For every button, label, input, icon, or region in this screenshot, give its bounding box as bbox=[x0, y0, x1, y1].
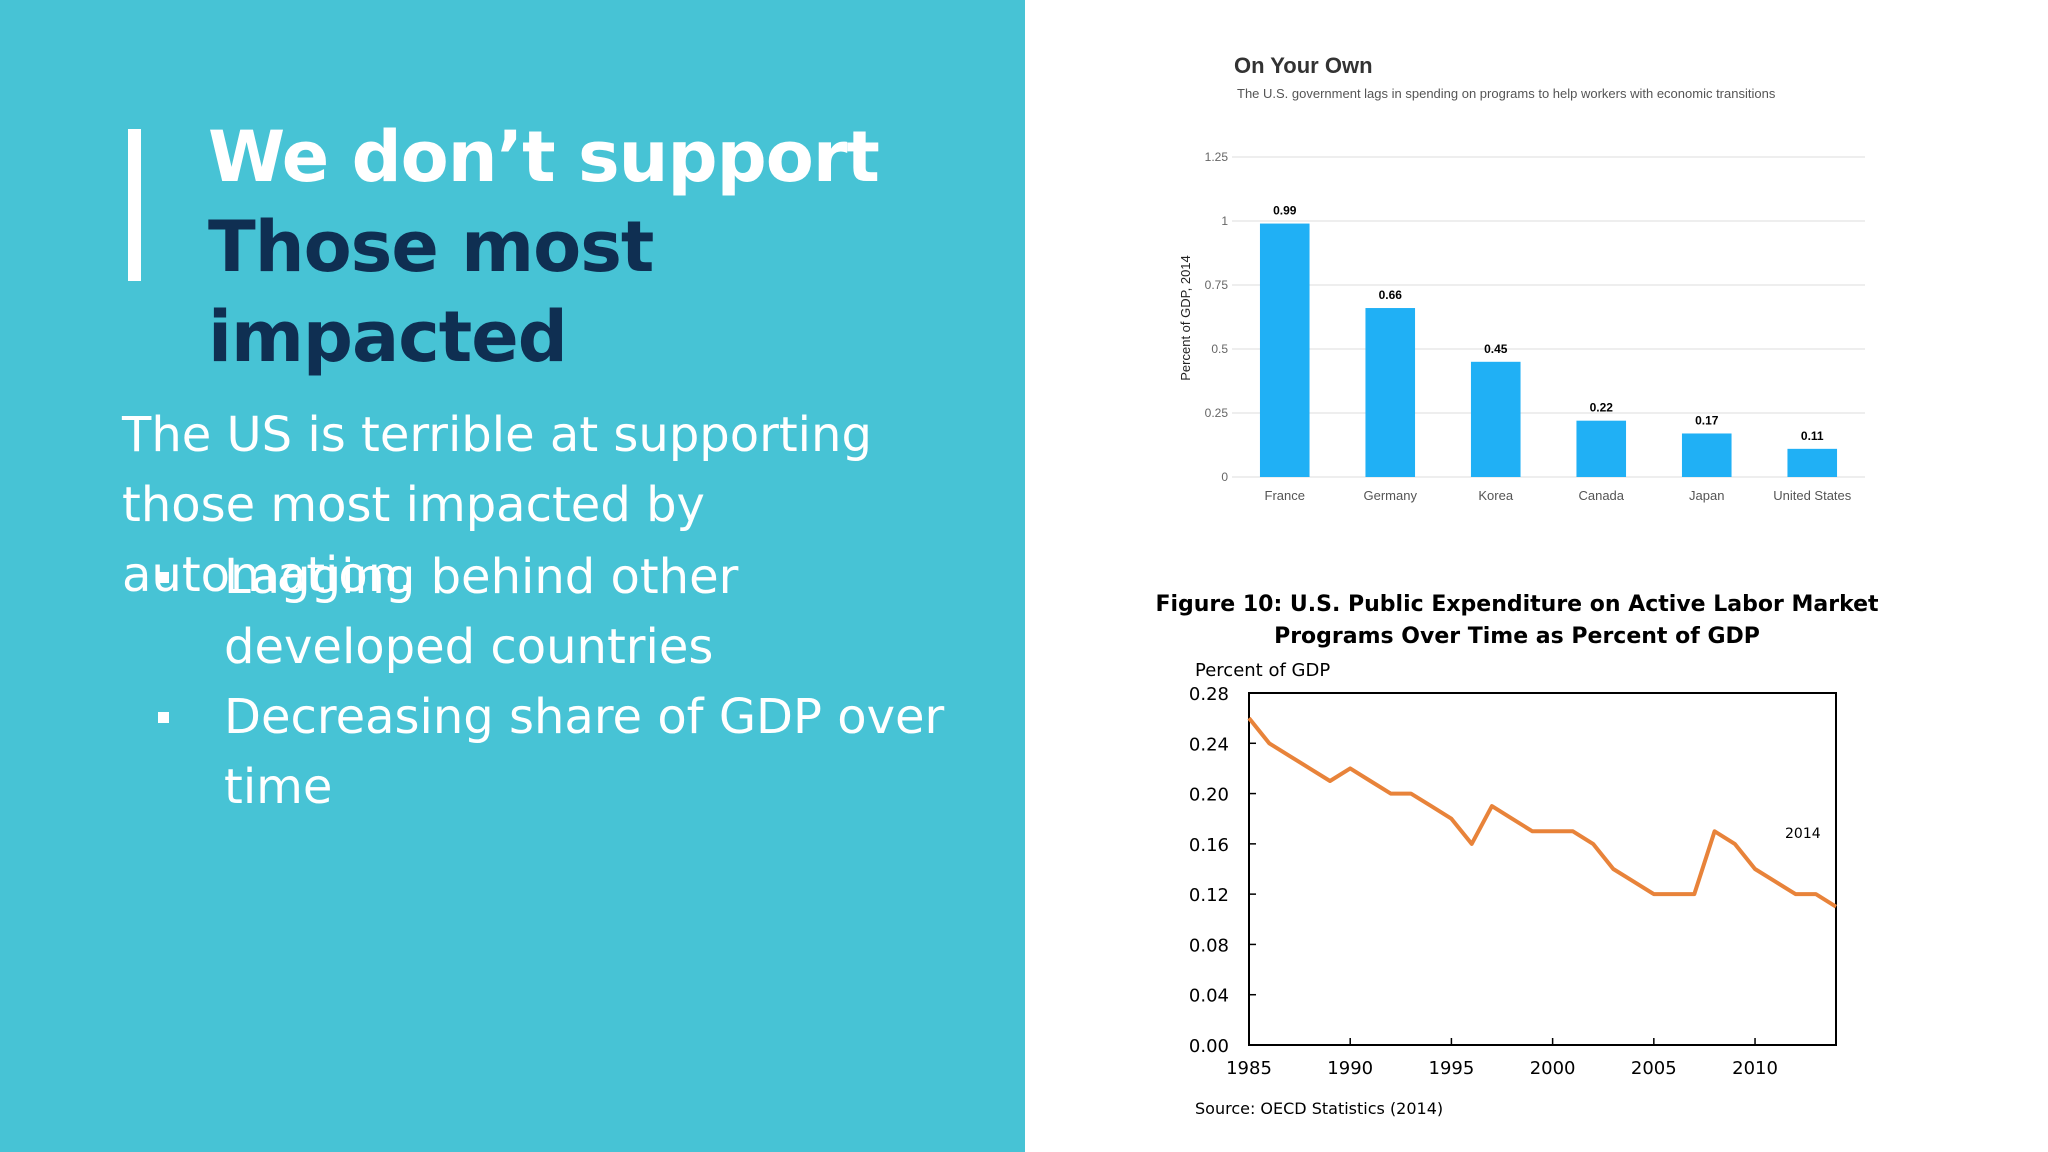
bullet-marker bbox=[158, 572, 169, 583]
bar-chart-data-label: 0.22 bbox=[1590, 401, 1614, 415]
line-chart-source: Source: OECD Statistics (2014) bbox=[1195, 1099, 1443, 1118]
line-chart-x-tick-label: 2010 bbox=[1732, 1058, 1778, 1079]
line-chart-x-ticks: 1985 1990 1995 2000 2005 2010 bbox=[1226, 1038, 1778, 1079]
line-chart-title-line-1: Figure 10: U.S. Public Expenditure on Ac… bbox=[1155, 592, 1879, 617]
line-chart-y-axis-label: Percent of GDP bbox=[1195, 660, 1330, 681]
line-chart-plot-frame bbox=[1248, 692, 1837, 1046]
bar-chart-y-tick-label: 1 bbox=[1221, 214, 1228, 228]
bar-chart-x-tick-label: Japan bbox=[1689, 488, 1724, 503]
line-chart-y-tick-label: 0.28 bbox=[1189, 684, 1229, 705]
bullet-text: Decreasing share of GDP over time bbox=[224, 689, 945, 815]
bar-chart: On Your Own The U.S. government lags in … bbox=[1178, 53, 1865, 503]
bar-chart-bar bbox=[1681, 433, 1732, 477]
bar-chart-title: On Your Own bbox=[1234, 53, 1373, 78]
bar-chart-bar bbox=[1576, 420, 1627, 477]
bar-chart-x-tick-label: United States bbox=[1773, 488, 1852, 503]
bar-chart-data-label: 0.99 bbox=[1273, 204, 1297, 218]
line-chart-x-tick-label: 2000 bbox=[1530, 1058, 1576, 1079]
slide-title: We don’t support Those most impacted bbox=[208, 112, 1025, 382]
bullet-item: Decreasing share of GDP over time bbox=[122, 682, 1002, 822]
line-chart-title-line-2: Programs Over Time as Percent of GDP bbox=[1274, 624, 1760, 649]
body-text: The US is terrible at supporting those m… bbox=[122, 407, 872, 603]
text-panel: We don’t support Those most impacted The… bbox=[0, 0, 1025, 1152]
line-chart-x-tick-label: 1990 bbox=[1327, 1058, 1373, 1079]
line-chart-y-tick-label: 0.08 bbox=[1189, 935, 1229, 956]
bar-chart-bar bbox=[1470, 361, 1521, 477]
line-chart-y-tick-label: 0.04 bbox=[1189, 986, 1229, 1007]
line-chart-annotation: 2014 bbox=[1785, 826, 1821, 842]
line-chart-y-tick-label: 0.24 bbox=[1189, 734, 1229, 755]
bar-chart-x-ticks: France Germany Korea Canada Japan United Stat… bbox=[1265, 488, 1852, 503]
line-chart-y-tick-label: 0.00 bbox=[1189, 1036, 1229, 1057]
bar-chart-y-axis-label: Percent of GDP, 2014 bbox=[1178, 255, 1193, 381]
bar-chart-x-tick-label: Canada bbox=[1578, 488, 1624, 503]
bar-chart-data-labels: 0.99 0.66 0.45 0.22 0.17 0.11 bbox=[1273, 204, 1824, 443]
bar-chart-y-tick-label: 0.25 bbox=[1205, 406, 1229, 420]
line-chart-y-tick-label: 0.12 bbox=[1189, 885, 1229, 906]
bar-chart-data-label: 0.66 bbox=[1379, 288, 1403, 302]
bar-chart-data-label: 0.11 bbox=[1801, 429, 1824, 443]
bullet-text: Lagging behind other developed countries bbox=[224, 549, 739, 675]
line-chart-y-tick-label: 0.20 bbox=[1189, 785, 1229, 806]
title-line-1: We don’t support bbox=[208, 116, 880, 198]
bar-chart-data-label: 0.17 bbox=[1695, 413, 1719, 427]
bar-chart-subtitle: The U.S. government lags in spending on … bbox=[1237, 86, 1776, 101]
line-chart: Figure 10: U.S. Public Expenditure on Ac… bbox=[1155, 592, 1879, 1118]
bullet-marker bbox=[158, 712, 169, 723]
bar-chart-bar bbox=[1787, 448, 1838, 477]
line-chart-x-tick-label: 1995 bbox=[1429, 1058, 1475, 1079]
bar-chart-x-tick-label: Germany bbox=[1364, 488, 1418, 503]
bar-chart-gridlines bbox=[1232, 156, 1865, 478]
bar-chart-x-tick-label: Korea bbox=[1478, 488, 1513, 503]
bar-chart-bar bbox=[1365, 308, 1416, 477]
line-chart-x-tick-label: 1985 bbox=[1226, 1058, 1272, 1079]
line-chart-y-ticks: 0.00 0.04 0.08 0.12 0.16 0.20 0.24 0.28 bbox=[1189, 684, 1256, 1057]
bullet-list: Lagging behind other developed countries… bbox=[122, 542, 1002, 822]
bar-chart-y-tick-label: 1.25 bbox=[1205, 150, 1229, 164]
bar-chart-y-tick-label: 0 bbox=[1221, 470, 1228, 484]
line-chart-x-tick-label: 2005 bbox=[1631, 1058, 1677, 1079]
title-accent-bar bbox=[128, 129, 141, 281]
line-chart-series bbox=[1247, 716, 1838, 909]
bar-chart-y-tick-label: 0.75 bbox=[1205, 278, 1229, 292]
bar-chart-data-label: 0.45 bbox=[1484, 342, 1508, 356]
bullet-item: Lagging behind other developed countries bbox=[122, 542, 1002, 682]
bar-chart-y-tick-label: 0.5 bbox=[1211, 342, 1228, 356]
bar-chart-y-ticks: 0 0.25 0.5 0.75 1 1.25 bbox=[1205, 150, 1229, 484]
title-line-2: Those most impacted bbox=[208, 206, 654, 378]
bar-chart-bar bbox=[1259, 223, 1310, 477]
bar-chart-x-tick-label: France bbox=[1265, 488, 1305, 503]
bar-chart-bars bbox=[1259, 223, 1838, 477]
line-chart-y-tick-label: 0.16 bbox=[1189, 835, 1229, 856]
